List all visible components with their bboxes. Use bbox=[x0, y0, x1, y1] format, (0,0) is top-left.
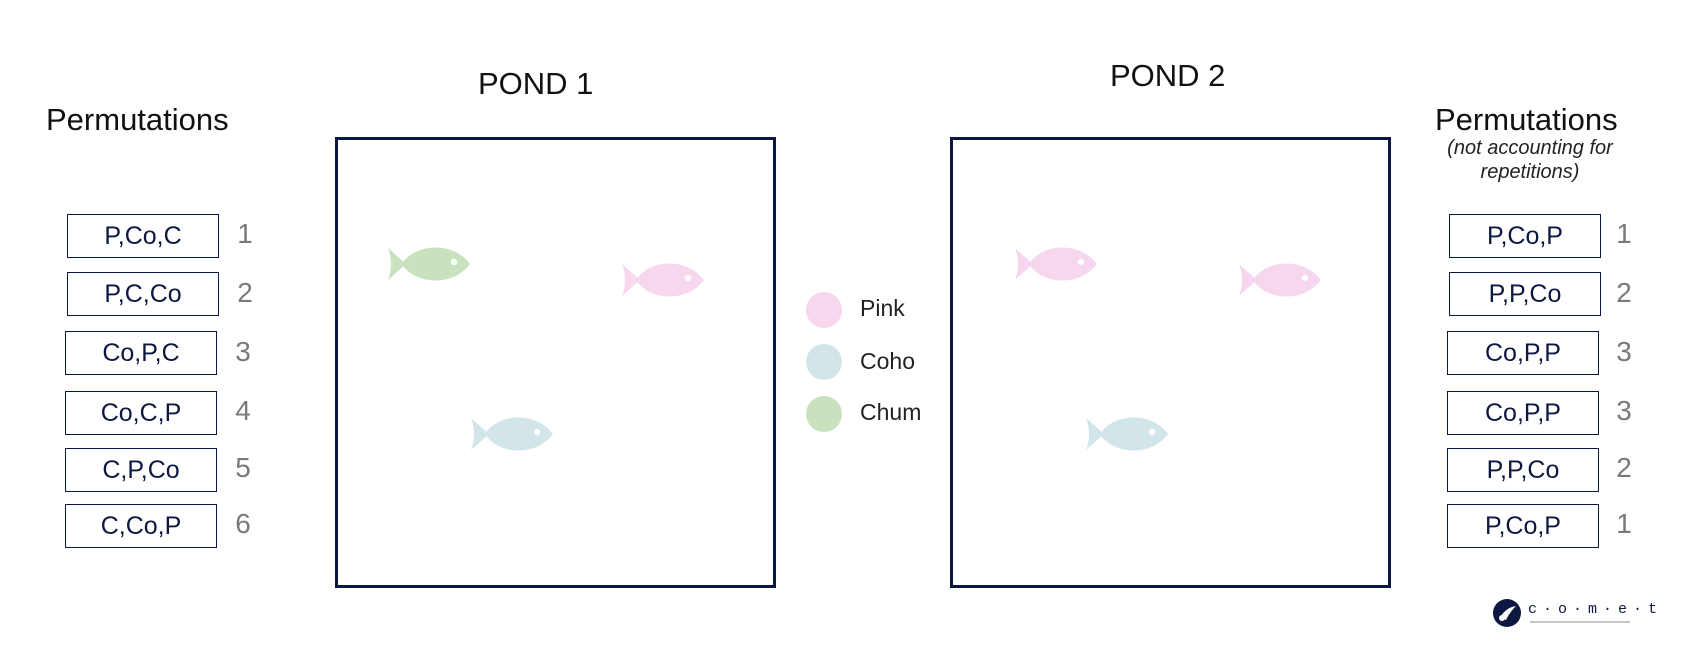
left-perm-box-1: P,Co,C bbox=[67, 214, 219, 258]
legend-coho-swatch bbox=[806, 344, 842, 380]
pond-2-box bbox=[950, 137, 1391, 588]
left-perm-box-4: Co,C,P bbox=[65, 391, 217, 435]
chum-fish-icon bbox=[388, 247, 470, 281]
pink-fish-icon bbox=[1015, 247, 1097, 281]
left-perm-number-2: 2 bbox=[237, 277, 253, 308]
right-permutations-heading: Permutations bbox=[1435, 102, 1618, 137]
pond-2-title: POND 2 bbox=[1110, 58, 1226, 93]
right-perm-box-5: P,P,Co bbox=[1447, 448, 1599, 492]
right-perm-box-1: P,Co,P bbox=[1449, 214, 1601, 258]
right-perm-number-3: 3 bbox=[1616, 336, 1632, 367]
pond-1-title: POND 1 bbox=[478, 66, 594, 101]
legend-pink-swatch bbox=[806, 292, 842, 328]
right-perm-number-6: 1 bbox=[1616, 508, 1632, 539]
right-perm-number-5: 2 bbox=[1616, 452, 1632, 483]
legend-chum-swatch bbox=[806, 396, 842, 432]
legend-pink-label: Pink bbox=[860, 295, 905, 321]
left-perm-number-6: 6 bbox=[235, 508, 251, 539]
right-perm-number-1: 1 bbox=[1616, 218, 1632, 249]
right-perm-box-4: Co,P,P bbox=[1447, 391, 1599, 435]
pond-1-box bbox=[335, 137, 776, 588]
left-perm-number-4: 4 bbox=[235, 395, 251, 426]
legend-coho-label: Coho bbox=[860, 348, 915, 374]
coho-fish-icon bbox=[1086, 417, 1168, 451]
left-perm-box-2: P,C,Co bbox=[67, 272, 219, 316]
right-perm-box-2: P,P,Co bbox=[1449, 272, 1601, 316]
left-perm-box-3: Co,P,C bbox=[65, 331, 217, 375]
right-perm-box-6: P,Co,P bbox=[1447, 504, 1599, 548]
right-permutations-note: (not accounting for repetitions) bbox=[1447, 137, 1613, 183]
right-perm-number-4: 3 bbox=[1616, 395, 1632, 426]
logo-tagline-line bbox=[1530, 621, 1630, 623]
left-perm-box-5: C,P,Co bbox=[65, 448, 217, 492]
legend-chum-label: Chum bbox=[860, 399, 922, 425]
pink-fish-icon bbox=[622, 263, 704, 297]
left-perm-number-1: 1 bbox=[237, 218, 253, 249]
comet-logo-wordmark: c·o·m·e·t bbox=[1528, 601, 1664, 618]
left-perm-number-3: 3 bbox=[235, 336, 251, 367]
coho-fish-icon bbox=[471, 417, 553, 451]
right-perm-number-2: 2 bbox=[1616, 277, 1632, 308]
left-perm-box-6: C,Co,P bbox=[65, 504, 217, 548]
right-perm-box-3: Co,P,P bbox=[1447, 331, 1599, 375]
comet-logo-icon bbox=[1493, 599, 1521, 627]
left-perm-number-5: 5 bbox=[235, 452, 251, 483]
left-permutations-heading: Permutations bbox=[46, 102, 229, 137]
pink-fish-icon bbox=[1239, 263, 1321, 297]
